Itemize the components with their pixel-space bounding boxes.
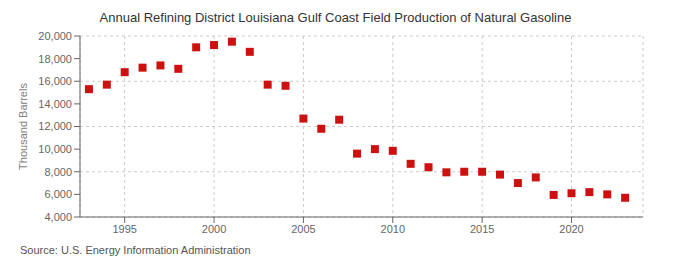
svg-text:2000: 2000	[202, 223, 226, 235]
svg-text:Thousand Barrels: Thousand Barrels	[17, 83, 29, 170]
html-text:Source: U.S. Energy Informatio: Source: U.S. Energy Information Administ…	[20, 244, 251, 256]
svg-text:2015: 2015	[470, 223, 494, 235]
html-text:Annual Refining District Louis: Annual Refining District Louisiana Gulf …	[99, 10, 572, 25]
svg-text:16,000: 16,000	[38, 75, 72, 87]
svg-text:12,000: 12,000	[38, 120, 72, 132]
svg-text:14,000: 14,000	[38, 98, 72, 110]
svg-text:2010: 2010	[381, 223, 405, 235]
svg-text:4,000: 4,000	[44, 211, 72, 223]
svg-text:2005: 2005	[291, 223, 315, 235]
svg-text:20,000: 20,000	[38, 30, 72, 42]
svg-text:18,000: 18,000	[38, 53, 72, 65]
svg-text:6,000: 6,000	[44, 188, 72, 200]
svg-text:10,000: 10,000	[38, 143, 72, 155]
svg-text:8,000: 8,000	[44, 166, 72, 178]
svg-text:2020: 2020	[559, 223, 583, 235]
svg-text:1995: 1995	[112, 223, 136, 235]
